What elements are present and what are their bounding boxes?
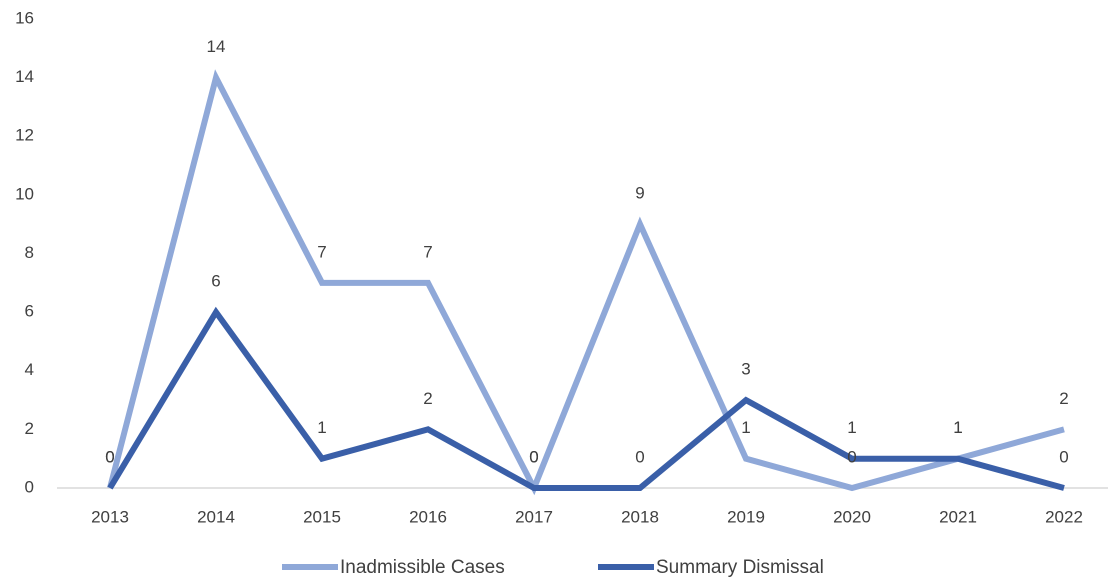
data-label: 1 [953,418,962,437]
data-label: 7 [317,242,326,261]
series-line [107,69,1065,496]
data-label: 0 [1059,447,1068,466]
data-label: 0 [847,447,856,466]
y-tick-label: 8 [25,243,34,262]
y-tick-label: 6 [25,302,34,321]
y-tick-label: 16 [15,8,34,27]
data-label: 2 [423,389,432,408]
y-tick-label: 10 [15,184,34,203]
data-label: 0 [105,447,114,466]
data-label: 0 [529,447,538,466]
x-tick-label: 2014 [197,507,235,526]
data-label: 0 [529,447,538,466]
series-line [107,306,1065,491]
data-label: 2 [1059,389,1068,408]
data-label: 0 [635,447,644,466]
data-label: 7 [423,242,432,261]
x-tick-label: 2019 [727,507,765,526]
data-label: 1 [953,418,962,437]
y-tick-label: 4 [25,360,34,379]
data-label: 1 [741,418,750,437]
x-tick-label: 2013 [91,507,129,526]
x-tick-label: 2022 [1045,507,1083,526]
x-tick-label: 2017 [515,507,553,526]
y-tick-label: 12 [15,126,34,145]
data-label: 0 [105,447,114,466]
y-tick-label: 14 [15,67,34,86]
data-label: 14 [207,37,226,56]
data-label: 1 [847,418,856,437]
x-tick-label: 2015 [303,507,341,526]
legend-label: Inadmissible Cases [340,557,505,578]
y-tick-label: 2 [25,419,34,438]
data-label: 6 [211,272,220,291]
data-label: 3 [741,360,750,379]
x-tick-label: 2016 [409,507,447,526]
data-label: 1 [317,418,326,437]
legend-label: Summary Dismissal [656,557,824,578]
data-label: 9 [635,184,644,203]
x-tick-label: 2018 [621,507,659,526]
x-tick-label: 2020 [833,507,871,526]
y-tick-label: 0 [25,477,34,496]
x-tick-label: 2021 [939,507,977,526]
